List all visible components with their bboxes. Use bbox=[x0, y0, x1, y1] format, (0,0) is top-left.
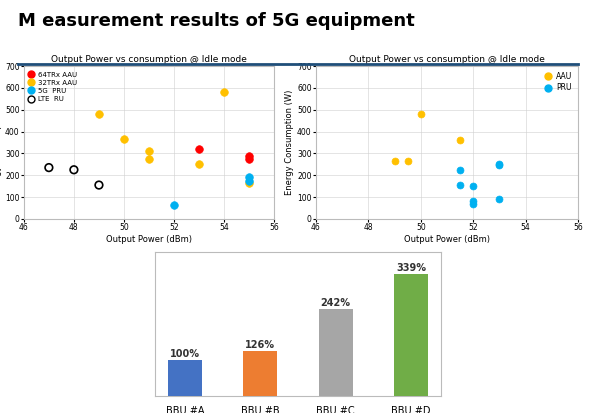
Bar bbox=[243, 351, 277, 396]
Point bbox=[194, 161, 204, 168]
Point bbox=[495, 196, 504, 202]
Point bbox=[416, 111, 426, 117]
Point bbox=[219, 89, 229, 95]
Point bbox=[144, 156, 154, 162]
Text: M easurement results of 5G equipment: M easurement results of 5G equipment bbox=[18, 12, 415, 31]
Point bbox=[244, 180, 254, 186]
Point bbox=[468, 198, 478, 205]
Point bbox=[169, 202, 179, 208]
Point bbox=[244, 152, 254, 159]
Legend: 64TRx AAU, 32TRx AAU, 5G  PRU, LTE  RU: 64TRx AAU, 32TRx AAU, 5G PRU, LTE RU bbox=[27, 69, 80, 104]
Point bbox=[495, 162, 504, 169]
Title: Output Power vs consumption @ Idle mode: Output Power vs consumption @ Idle mode bbox=[349, 55, 545, 64]
Y-axis label: Energy Consumption (W): Energy Consumption (W) bbox=[285, 90, 294, 195]
Point bbox=[455, 137, 465, 144]
Point bbox=[94, 182, 104, 188]
Point bbox=[144, 148, 154, 154]
Point bbox=[119, 136, 129, 142]
Text: 242%: 242% bbox=[321, 298, 350, 308]
Text: 339%: 339% bbox=[396, 263, 426, 273]
Bar bbox=[319, 309, 353, 396]
Point bbox=[194, 146, 204, 152]
Y-axis label: Energy Consumption (W): Energy Consumption (W) bbox=[0, 90, 2, 195]
Point bbox=[244, 156, 254, 162]
Text: 100%: 100% bbox=[170, 349, 200, 359]
Point bbox=[468, 200, 478, 207]
Title: Output Power vs consumption @ Idle mode: Output Power vs consumption @ Idle mode bbox=[51, 55, 247, 64]
Point bbox=[69, 166, 79, 173]
Legend: AAU, PRU: AAU, PRU bbox=[544, 70, 575, 95]
Point bbox=[495, 161, 504, 168]
Bar bbox=[168, 360, 202, 396]
Point bbox=[468, 183, 478, 190]
Point bbox=[94, 111, 104, 117]
Bar bbox=[394, 274, 428, 396]
X-axis label: Output Power (dBm): Output Power (dBm) bbox=[404, 235, 490, 244]
Point bbox=[403, 158, 412, 164]
Point bbox=[44, 164, 54, 171]
Point bbox=[390, 158, 399, 164]
Point bbox=[244, 174, 254, 181]
Text: 126%: 126% bbox=[246, 339, 275, 349]
X-axis label: Output Power (dBm): Output Power (dBm) bbox=[106, 235, 192, 244]
Point bbox=[244, 178, 254, 184]
Point bbox=[455, 182, 465, 188]
Point bbox=[455, 166, 465, 173]
